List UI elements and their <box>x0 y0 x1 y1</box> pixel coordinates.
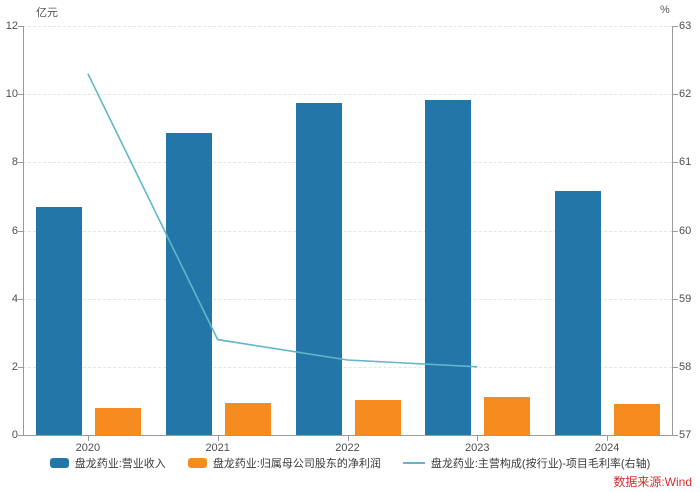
right-axis-tick-label: 62 <box>679 88 692 101</box>
x-axis-tick-label: 2020 <box>75 442 101 454</box>
left-axis-line <box>23 26 24 435</box>
legend-bar-marker <box>49 458 69 468</box>
left-axis-tick-label: 10 <box>5 88 18 101</box>
legend: 盘龙药业:营业收入 盘龙药业:归属母公司股东的净利润 盘龙药业:主营构成(按行业)-… <box>0 454 700 472</box>
left-axis-tick <box>18 26 23 27</box>
x-axis-tick <box>217 436 219 441</box>
left-axis-tick-label: 8 <box>11 156 18 169</box>
x-axis-line <box>23 435 673 436</box>
legend-label: 盘龙药业:营业收入 <box>74 458 166 470</box>
x-axis-tick <box>607 436 609 441</box>
gridline <box>23 94 672 96</box>
right-axis-tick-label: 63 <box>679 20 692 32</box>
right-axis-tick <box>673 230 678 232</box>
bar-revenue-2020 <box>35 207 82 435</box>
gridline <box>23 26 672 27</box>
gridline <box>23 162 672 164</box>
data-source-note: 数据来源:Wind <box>613 475 692 489</box>
left-axis-tick-label: 4 <box>11 292 18 305</box>
legend-label: 盘龙药业:主营构成(按行业)-项目毛利率(右轴) <box>430 458 651 470</box>
bar-revenue-2023 <box>425 99 472 435</box>
right-axis-tick-label: 59 <box>679 292 692 305</box>
right-axis-unit: % <box>660 4 670 16</box>
right-axis-tick-label: 61 <box>679 156 692 169</box>
left-axis-tick <box>18 162 23 164</box>
legend-item-2[interactable]: 盘龙药业:主营构成(按行业)-项目毛利率(右轴) <box>402 455 651 471</box>
bar-revenue-2021 <box>165 133 212 435</box>
left-axis-tick-label: 0 <box>11 429 18 441</box>
legend-bar-marker <box>187 458 207 468</box>
right-axis-tick-label: 60 <box>679 224 692 237</box>
x-axis-tick-label: 2021 <box>205 442 230 454</box>
right-axis-line <box>672 26 673 435</box>
legend-item-1[interactable]: 盘龙药业:归属母公司股东的净利润 <box>187 455 381 471</box>
left-axis-tick <box>18 298 23 300</box>
x-axis-tick <box>347 436 349 441</box>
bar-net-profit-2020 <box>94 408 141 435</box>
right-axis-tick <box>673 26 678 27</box>
left-axis-tick-label: 2 <box>11 360 18 373</box>
right-axis-tick <box>673 94 678 96</box>
left-axis-tick <box>18 435 23 436</box>
right-axis-tick <box>673 366 678 368</box>
left-axis-tick <box>18 230 23 232</box>
left-axis-tick-label: 6 <box>11 224 18 237</box>
left-axis-tick <box>18 94 23 96</box>
right-axis-tick-label: 57 <box>679 429 692 441</box>
x-axis-tick-label: 2022 <box>335 442 360 454</box>
legend-item-0[interactable]: 盘龙药业:营业收入 <box>49 455 166 471</box>
x-axis-tick-label: 2023 <box>465 442 490 454</box>
left-axis-tick <box>18 366 23 368</box>
right-axis-tick-label: 58 <box>679 360 692 373</box>
bar-revenue-2022 <box>295 103 342 435</box>
left-axis-unit: 亿元 <box>36 7 58 19</box>
legend-line-marker <box>402 462 425 464</box>
bar-net-profit-2021 <box>224 403 271 435</box>
x-axis-tick <box>477 436 479 441</box>
left-axis-tick-label: 12 <box>5 20 18 32</box>
x-axis-tick <box>87 436 89 441</box>
right-axis-tick <box>673 298 678 300</box>
x-axis-tick-label: 2024 <box>594 442 620 454</box>
bar-net-profit-2022 <box>354 399 401 435</box>
right-axis-tick <box>673 435 678 436</box>
bar-net-profit-2024 <box>614 404 661 435</box>
legend-label: 盘龙药业:归属母公司股东的净利润 <box>212 458 381 470</box>
bar-net-profit-2023 <box>484 396 531 435</box>
bar-revenue-2024 <box>555 190 602 435</box>
right-axis-tick <box>673 162 678 164</box>
